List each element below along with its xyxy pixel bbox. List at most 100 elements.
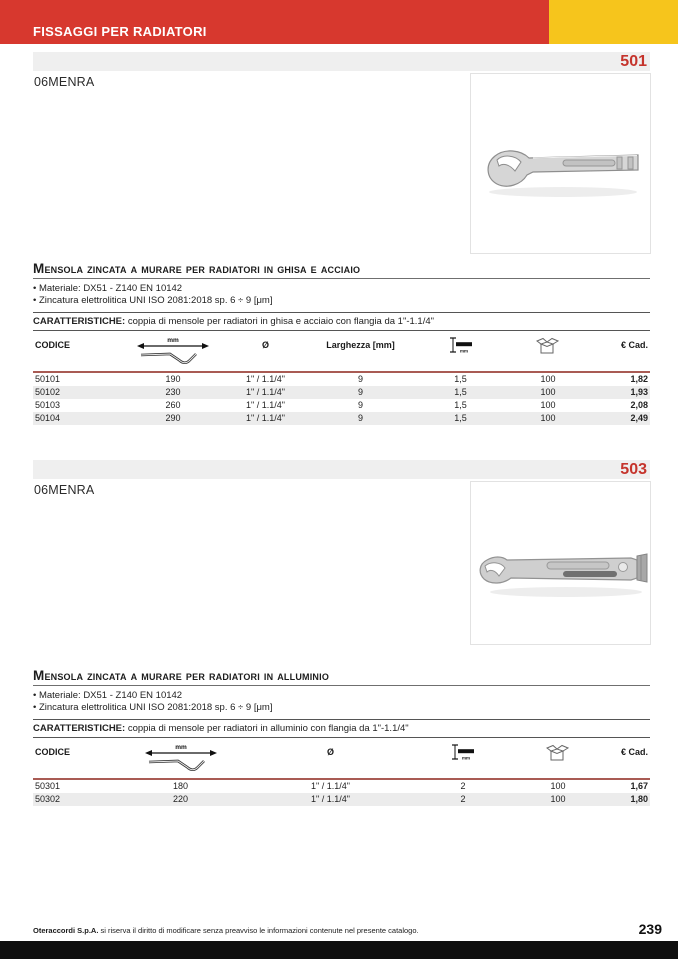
cell-width: 9 — [357, 387, 363, 397]
svg-text:mm: mm — [167, 337, 179, 344]
cell-diameter: 1" / 1.1/4" — [311, 794, 350, 804]
product-title: Mensola zincata a murare per radiatori i… — [33, 668, 650, 686]
cell-length: 260 — [165, 400, 181, 410]
col-thickness-icon: mm — [418, 331, 503, 371]
col-length-icon: mm — [118, 738, 243, 778]
cell-length: 190 — [165, 374, 181, 384]
cell-length: 180 — [172, 781, 189, 791]
col-length-icon: mm — [118, 331, 228, 371]
footer-black-bar — [0, 941, 678, 959]
col-price: € Cad. — [620, 340, 648, 350]
table-row: 50301 180 1" / 1.1/4" 2 100 1,67 — [33, 780, 650, 793]
svg-text:mm: mm — [459, 349, 467, 354]
radiator-bracket-photo — [479, 553, 648, 597]
cell-thickness: 2 — [460, 781, 466, 791]
width-mm-icon: mm — [137, 337, 209, 365]
cell-codice: 50101 — [35, 374, 61, 384]
spec-item: Zincatura elettrolitica UNI ISO 2081:201… — [33, 295, 650, 307]
radiator-bracket-photo — [487, 150, 639, 197]
col-packaging-icon — [503, 331, 593, 371]
cell-codice: 50102 — [35, 387, 61, 397]
cell-packaging: 100 — [550, 781, 566, 791]
cell-packaging: 100 — [540, 374, 556, 384]
cell-thickness: 1,5 — [454, 374, 467, 384]
cell-diameter: 1" / 1.1/4" — [246, 400, 285, 410]
spec-item: Zincatura elettrolitica UNI ISO 2081:201… — [33, 702, 650, 714]
box-icon — [546, 744, 570, 761]
cell-price: 1,93 — [630, 387, 648, 397]
cell-packaging: 100 — [540, 400, 556, 410]
cell-codice: 50103 — [35, 400, 61, 410]
cell-packaging: 100 — [540, 413, 556, 423]
cell-width: 9 — [357, 413, 363, 423]
product-code: 06MENRA — [34, 75, 95, 89]
disclaimer-text: si riserva il diritto di modificare senz… — [98, 926, 419, 935]
article-number: 503 — [620, 461, 647, 478]
table-header-row: CODICE mm Ø mm — [33, 738, 650, 780]
cell-diameter: 1" / 1.1/4" — [246, 413, 285, 423]
cell-diameter: 1" / 1.1/4" — [246, 387, 285, 397]
cell-codice: 50301 — [35, 781, 61, 791]
cell-price: 2,49 — [630, 413, 648, 423]
header-yellow-block — [549, 0, 678, 44]
product-title: Mensola zincata a murare per radiatori i… — [33, 261, 650, 279]
table-header-row: CODICE mm Ø Larghezza [mm] mm — [33, 331, 650, 373]
features-label: CARATTERISTICHE: — [33, 723, 126, 734]
cell-thickness: 1,5 — [454, 413, 467, 423]
table-row: 50104 290 1" / 1.1/4" 9 1,5 100 2,49 — [33, 412, 650, 425]
col-diameter: Ø — [261, 340, 269, 350]
box-icon — [536, 337, 560, 354]
features-line: CARATTERISTICHE: coppia di mensole per r… — [33, 312, 650, 331]
article-number-band: 503 — [33, 460, 650, 479]
article-number: 501 — [620, 53, 647, 70]
page-number: 239 — [638, 921, 662, 937]
price-table: CODICE mm Ø mm — [33, 738, 650, 806]
col-codice: CODICE — [35, 340, 71, 350]
cell-codice: 50104 — [35, 413, 61, 423]
col-width: Larghezza [mm] — [326, 340, 395, 350]
page-category-title: FISSAGGI PER RADIATORI — [33, 24, 207, 39]
cell-diameter: 1" / 1.1/4" — [311, 781, 350, 791]
product-code: 06MENRA — [34, 483, 95, 497]
cell-thickness: 1,5 — [454, 400, 467, 410]
cell-length: 230 — [165, 387, 181, 397]
col-price: € Cad. — [620, 747, 648, 757]
cell-price: 1,67 — [630, 781, 648, 791]
svg-text:mm: mm — [175, 744, 187, 751]
article-number-band: 501 — [33, 52, 650, 71]
cell-price: 2,08 — [630, 400, 648, 410]
features-label: CARATTERISTICHE: — [33, 316, 126, 327]
product-info: Mensola zincata a murare per radiatori i… — [33, 668, 650, 738]
thickness-icon: mm — [452, 744, 474, 761]
width-mm-icon: mm — [144, 744, 217, 772]
svg-text:mm: mm — [462, 756, 470, 761]
table-row: 50101 190 1" / 1.1/4" 9 1,5 100 1,82 — [33, 373, 650, 386]
cell-price: 1,80 — [630, 794, 648, 804]
product-info: Mensola zincata a murare per radiatori i… — [33, 261, 650, 331]
company-name: Oteraccordi S.p.A. — [33, 926, 99, 935]
features-text: coppia di mensole per radiatori in ghisa… — [125, 316, 435, 327]
thickness-icon: mm — [449, 337, 472, 354]
col-diameter: Ø — [326, 747, 334, 757]
spec-list: Materiale: DX51 - Z140 EN 10142 Zincatur… — [33, 690, 650, 714]
cell-price: 1,82 — [630, 374, 648, 384]
features-line: CARATTERISTICHE: coppia di mensole per r… — [33, 719, 650, 738]
col-codice: CODICE — [35, 747, 71, 757]
cell-thickness: 1,5 — [454, 387, 467, 397]
table-row: 50102 230 1" / 1.1/4" 9 1,5 100 1,93 — [33, 386, 650, 399]
spec-list: Materiale: DX51 - Z140 EN 10142 Zincatur… — [33, 283, 650, 307]
product-photo-box — [470, 481, 651, 645]
cell-diameter: 1" / 1.1/4" — [246, 374, 285, 384]
header-bar — [0, 0, 678, 44]
product-photo-box — [470, 73, 651, 254]
spec-item: Materiale: DX51 - Z140 EN 10142 — [33, 283, 650, 295]
spec-item: Materiale: DX51 - Z140 EN 10142 — [33, 690, 650, 702]
cell-length: 220 — [172, 794, 189, 804]
features-text: coppia di mensole per radiatori in allum… — [125, 723, 409, 734]
cell-codice: 50302 — [35, 794, 61, 804]
table-row: 50103 260 1" / 1.1/4" 9 1,5 100 2,08 — [33, 399, 650, 412]
table-row: 50302 220 1" / 1.1/4" 2 100 1,80 — [33, 793, 650, 806]
cell-width: 9 — [357, 400, 363, 410]
cell-thickness: 2 — [460, 794, 466, 804]
cell-packaging: 100 — [540, 387, 556, 397]
